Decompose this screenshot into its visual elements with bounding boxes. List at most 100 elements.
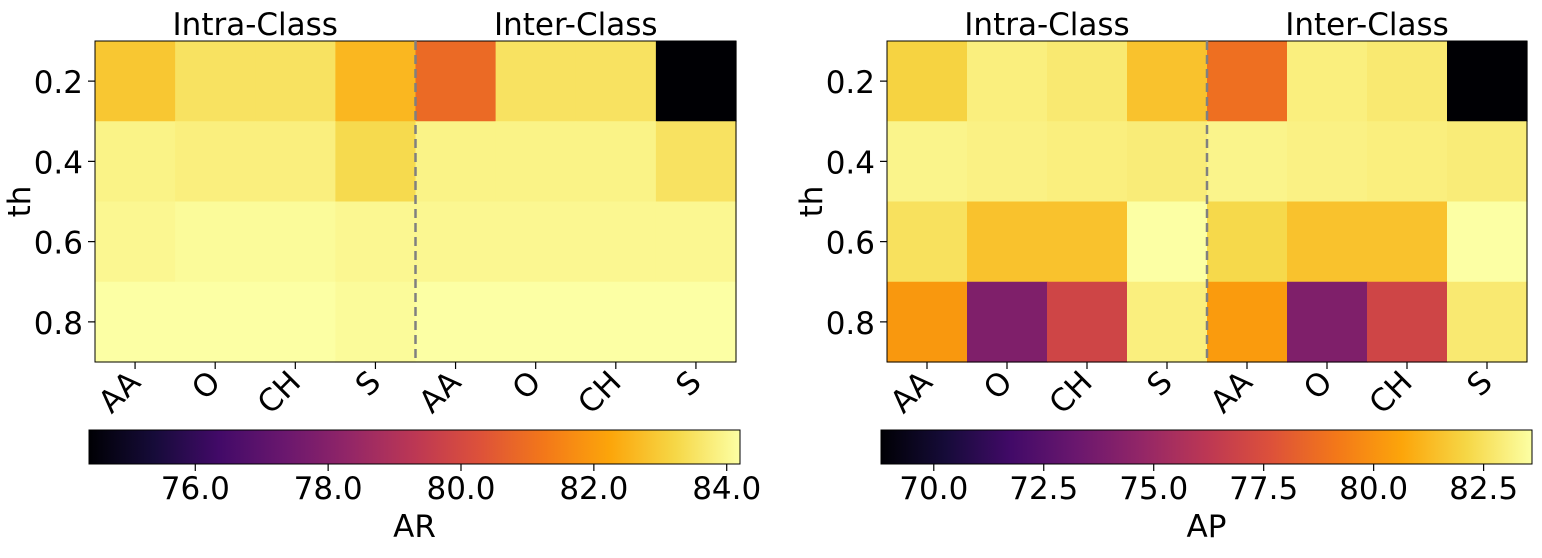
heatmap-cell [887, 121, 968, 203]
heatmap-cell [1367, 201, 1448, 283]
heatmap-cell [1127, 41, 1208, 122]
colorbar-tick-label: 80.0 [426, 471, 495, 507]
colorbar-tick-label: 78.0 [294, 471, 363, 507]
colorbar-tick-label: 82.0 [559, 471, 628, 507]
x-tick-label: AA [92, 364, 148, 420]
colorbar-tick-label: 75.0 [1119, 471, 1188, 507]
heatmap-cell [1127, 121, 1208, 203]
heatmap-cell [1367, 281, 1448, 363]
colorbar-tick-label: 82.5 [1449, 471, 1518, 507]
heatmap-cell [95, 41, 176, 122]
heatmap-cell [967, 41, 1048, 122]
heatmap-cell [1207, 281, 1288, 363]
heatmap-cell [1447, 121, 1528, 203]
heatmap-cell [495, 41, 577, 122]
heatmap-cell [1127, 281, 1208, 363]
heatmap-cell [175, 41, 256, 122]
x-tick-label: CH [1362, 364, 1419, 421]
heatmap-cell [335, 201, 417, 283]
heatmap-cell [335, 41, 417, 122]
heatmap-cell [1127, 201, 1208, 283]
x-tick-label: AA [1204, 364, 1260, 420]
heatmap-cell [415, 41, 497, 122]
heatmap-cell [1287, 281, 1368, 363]
group-label: Inter-Class [1285, 7, 1449, 43]
heatmap-cell [255, 41, 336, 122]
heatmap-cell [95, 201, 176, 283]
colorbar-gradient-bar [88, 429, 741, 465]
heatmap-cell [255, 121, 336, 203]
heatmap-cell [495, 201, 577, 283]
heatmap-cell [967, 201, 1048, 283]
y-tick-label: 0.6 [34, 226, 83, 262]
heatmap-cell [415, 281, 497, 363]
heatmap-cell [575, 121, 657, 203]
colorbar-gradient-bar [880, 429, 1533, 465]
group-label: Inter-Class [494, 7, 658, 43]
y-axis-label: th [2, 186, 38, 218]
x-tick-label: S [349, 364, 388, 403]
heatmap-cell [495, 281, 577, 363]
heatmap-cell [967, 121, 1048, 203]
heatmap-cell [1447, 41, 1528, 122]
x-tick-label: S [669, 364, 708, 403]
y-tick-label: 0.4 [34, 145, 83, 181]
heatmap-cell [1287, 201, 1368, 283]
heatmap-cell [415, 201, 497, 283]
heatmap-cell [575, 281, 657, 363]
heatmap-cell [335, 281, 417, 363]
colorbar-1: 76.0 78.0 80.0 82.0 84.0 AR [88, 429, 761, 545]
colorbar-tick-label: 77.5 [1229, 471, 1298, 507]
heatmap-cell [415, 121, 497, 203]
heatmap-cell [887, 201, 968, 283]
x-tick-label: O [185, 364, 228, 407]
y-tick-label: 0.2 [34, 65, 83, 101]
x-tick-label: CH [251, 364, 308, 421]
x-tick-label: S [1140, 364, 1179, 403]
heatmap-cell [175, 121, 256, 203]
y-tick-label: 0.8 [826, 306, 875, 342]
colorbar-label: AR [393, 509, 436, 545]
heatmap-cell [967, 281, 1048, 363]
x-tick-label: O [1297, 364, 1340, 407]
heatmap-cell [1047, 121, 1128, 203]
heatmap-cell [887, 281, 968, 363]
x-tick-label: O [977, 364, 1020, 407]
colorbar-tick-label: 76.0 [161, 471, 230, 507]
x-tick-label: AA [412, 364, 468, 420]
heatmap-cell [1447, 201, 1528, 283]
colorbar-tick-label: 80.0 [1339, 471, 1408, 507]
y-tick-label: 0.6 [826, 226, 875, 262]
x-tick-label: CH [1042, 364, 1099, 421]
group-label: Intra-Class [173, 7, 338, 43]
heatmap-cell [95, 281, 176, 363]
x-tick-label: CH [571, 364, 628, 421]
heatmap-cell [575, 201, 657, 283]
heatmap-cell [655, 201, 737, 283]
heatmap-cell [1047, 201, 1128, 283]
heatmap-cell [255, 201, 336, 283]
heatmap-cell [255, 281, 336, 363]
heatmap-cell [1367, 41, 1448, 122]
colorbar-tick-label: 72.5 [1009, 471, 1078, 507]
colorbar-label: AP [1187, 509, 1227, 545]
heatmap-cell [1207, 41, 1288, 122]
heatmap-cell [655, 121, 737, 203]
colorbar-2: 70.0 72.5 75.0 77.5 80.0 82.5 AP [880, 429, 1533, 545]
heatmap-cell [655, 281, 737, 363]
heatmap-cell [1447, 281, 1528, 363]
y-tick-label: 0.2 [826, 65, 875, 101]
heatmap-cell [575, 41, 657, 122]
heatmap-cell [887, 41, 968, 122]
heatmap-cell [1367, 121, 1448, 203]
heatmap-cell [1207, 201, 1288, 283]
heatmap-cell [1047, 41, 1128, 122]
x-tick-label: S [1460, 364, 1499, 403]
y-tick-label: 0.8 [34, 306, 83, 342]
y-tick-label: 0.4 [826, 145, 875, 181]
x-tick-label: O [506, 364, 549, 407]
